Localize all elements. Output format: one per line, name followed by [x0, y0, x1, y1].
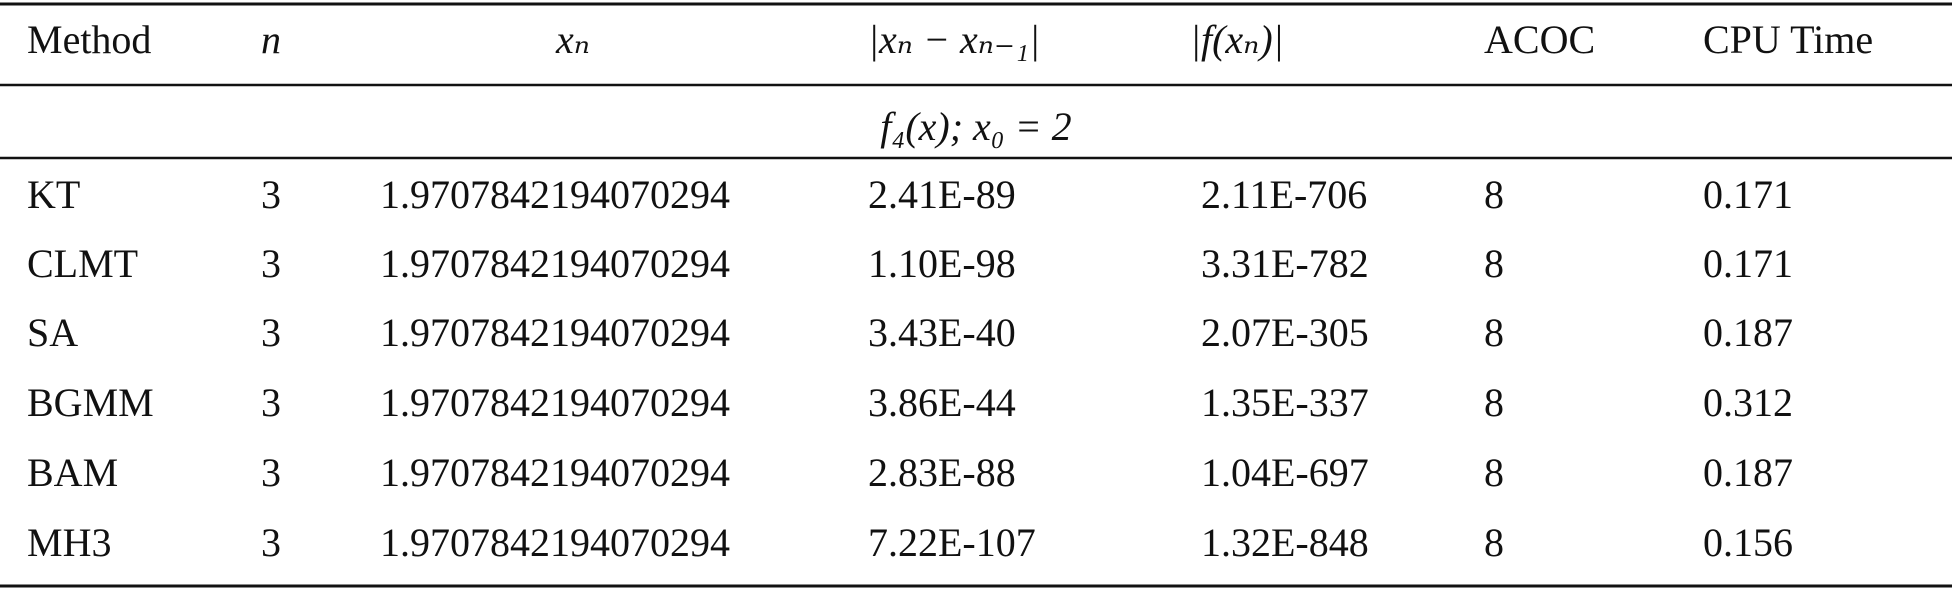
cell: 1.04E-697	[1201, 450, 1369, 495]
cell: 0.187	[1703, 450, 1793, 495]
cell: 3	[261, 520, 281, 565]
column-header: |f(xₙ)|	[1190, 17, 1284, 62]
cell: 0.156	[1703, 520, 1793, 565]
cell: CLMT	[27, 241, 138, 286]
cell: 1.35E-337	[1201, 380, 1369, 425]
column-header: ACOC	[1484, 17, 1595, 62]
cell: SA	[27, 310, 78, 355]
cell: 3	[261, 241, 281, 286]
cell: 0.171	[1703, 241, 1793, 286]
cell: 1.9707842194070294	[380, 172, 730, 217]
cell: MH3	[27, 520, 111, 565]
cell: 8	[1484, 241, 1504, 286]
cell: 3.86E-44	[868, 380, 1016, 425]
cell: 1.9707842194070294	[380, 520, 730, 565]
cell: 3	[261, 380, 281, 425]
cell: 7.22E-107	[868, 520, 1036, 565]
cell: 2.41E-89	[868, 172, 1016, 217]
cell: BAM	[27, 450, 118, 495]
section-label: f₄(x); x₀ = 2	[880, 104, 1071, 149]
cell: 3	[261, 172, 281, 217]
cell: 3.43E-40	[868, 310, 1016, 355]
cell: 0.312	[1703, 380, 1793, 425]
cell: 8	[1484, 380, 1504, 425]
cell: 1.9707842194070294	[380, 310, 730, 355]
column-header: Method	[27, 17, 151, 62]
column-header: CPU Time	[1703, 17, 1873, 62]
cell: 3	[261, 450, 281, 495]
cell: 1.9707842194070294	[380, 380, 730, 425]
column-header: |xₙ − xₙ₋₁|	[868, 17, 1040, 62]
cell: 1.10E-98	[868, 241, 1016, 286]
cell: 1.9707842194070294	[380, 450, 730, 495]
column-header: xₙ	[555, 17, 590, 62]
cell: 8	[1484, 450, 1504, 495]
cell: 2.07E-305	[1201, 310, 1369, 355]
cell: 1.32E-848	[1201, 520, 1369, 565]
cell: KT	[27, 172, 80, 217]
column-header: n	[261, 17, 281, 62]
cell: 2.83E-88	[868, 450, 1016, 495]
cell: BGMM	[27, 380, 154, 425]
cell: 0.187	[1703, 310, 1793, 355]
cell: 8	[1484, 520, 1504, 565]
cell: 8	[1484, 310, 1504, 355]
cell: 8	[1484, 172, 1504, 217]
cell: 1.9707842194070294	[380, 241, 730, 286]
cell: 3.31E-782	[1201, 241, 1369, 286]
cell: 2.11E-706	[1201, 172, 1367, 217]
cell: 3	[261, 310, 281, 355]
cell: 0.171	[1703, 172, 1793, 217]
